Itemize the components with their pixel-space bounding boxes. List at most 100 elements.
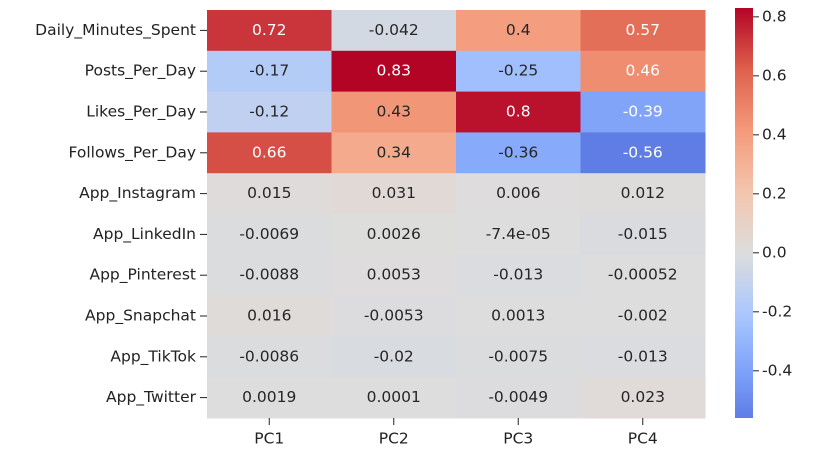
heatmap-cell <box>331 91 457 133</box>
cell-label: -0.56 <box>623 143 663 161</box>
cell-label: 0.016 <box>247 307 291 325</box>
heatmap-cell <box>331 10 457 52</box>
cell-label: -0.12 <box>249 103 289 121</box>
colorbar-tick-label: 0.2 <box>762 184 787 202</box>
cell-label: -0.36 <box>498 143 538 161</box>
cell-label: -0.0053 <box>364 307 424 325</box>
heatmap-cell <box>207 132 332 174</box>
cell-label: -0.00052 <box>608 266 678 284</box>
y-tick-label: App_Instagram <box>79 184 196 203</box>
x-tick-label: PC3 <box>503 430 533 448</box>
cell-label: -0.015 <box>618 225 668 243</box>
cell-label: -0.013 <box>618 347 668 365</box>
heatmap-cell <box>207 254 332 297</box>
y-tick-label: App_Twitter <box>106 388 197 407</box>
cell-label: 0.0019 <box>242 388 296 406</box>
heatmap-cell <box>207 91 332 133</box>
heatmap-cell <box>580 132 706 174</box>
cell-label: 0.0001 <box>367 388 421 406</box>
cell-label: -0.02 <box>374 347 414 365</box>
heatmap-cell <box>456 336 581 378</box>
cell-label: 0.012 <box>621 184 665 202</box>
y-tick-label: Posts_Per_Day <box>85 62 196 81</box>
heatmap-cell <box>456 132 581 174</box>
y-tick-label: App_Pinterest <box>89 266 196 285</box>
heatmap-cell <box>331 254 457 297</box>
heatmap-cell <box>207 173 332 215</box>
heatmap-cell <box>580 91 706 133</box>
heatmap-cell <box>580 214 706 256</box>
y-tick-label: Follows_Per_Day <box>68 143 196 162</box>
cell-label: 0.46 <box>625 62 660 80</box>
heatmap-cell <box>580 336 706 378</box>
cell-label: 0.66 <box>252 143 287 161</box>
colorbar-tick-label: 0.8 <box>762 7 787 25</box>
cell-label: -0.0069 <box>239 225 299 243</box>
cell-label: 0.015 <box>247 184 291 202</box>
cell-label: -0.013 <box>493 266 543 284</box>
cell-label: 0.006 <box>496 184 540 202</box>
cell-label: 0.4 <box>506 21 531 39</box>
heatmap-cell <box>580 377 706 419</box>
cell-label: 0.34 <box>376 143 411 161</box>
heatmap-cell <box>456 50 581 93</box>
y-tick-label: App_LinkedIn <box>93 225 196 244</box>
y-tick-label: Daily_Minutes_Spent <box>35 21 196 40</box>
heatmap-cell <box>456 377 581 419</box>
y-tick-label: App_Snapchat <box>85 307 196 326</box>
heatmap-cell <box>331 214 457 256</box>
heatmap-cell <box>456 91 581 133</box>
heatmap-cell <box>456 295 581 337</box>
heatmap-cell <box>331 132 457 174</box>
cell-label: 0.0026 <box>367 225 421 243</box>
cell-label: 0.8 <box>506 103 531 121</box>
colorbar-tick-label: 0.6 <box>762 66 787 84</box>
cell-label: 0.0053 <box>367 266 421 284</box>
cell-label: -0.0049 <box>488 388 548 406</box>
cell-label: -0.25 <box>498 62 538 80</box>
cell-label: 0.72 <box>252 21 287 39</box>
colorbar-tick-label: -0.2 <box>762 302 792 320</box>
cell-label: -0.0086 <box>239 347 299 365</box>
colorbar <box>735 8 753 418</box>
heatmap-cell <box>331 173 457 215</box>
cell-label: 0.83 <box>376 62 411 80</box>
heatmap-cell <box>580 295 706 337</box>
x-tick-label: PC4 <box>628 430 658 448</box>
colorbar-tick-label: 0.0 <box>762 243 787 261</box>
cell-label: 0.43 <box>376 103 411 121</box>
heatmap-cell <box>580 50 706 93</box>
heatmap-cell <box>207 377 332 419</box>
cell-label: -0.39 <box>623 103 663 121</box>
heatmap-cell <box>207 214 332 256</box>
heatmap-cell <box>456 254 581 297</box>
cell-label: 0.0013 <box>491 307 545 325</box>
x-tick-label: PC2 <box>379 430 409 448</box>
x-tick-label: PC1 <box>254 430 284 448</box>
cell-label: -0.042 <box>369 21 419 39</box>
colorbar-tick-label: -0.4 <box>762 361 792 379</box>
heatmap-cell <box>331 50 457 93</box>
heatmap-cell <box>207 50 332 93</box>
cell-label: 0.031 <box>372 184 416 202</box>
heatmap-cell <box>207 10 332 52</box>
heatmap-cell <box>456 214 581 256</box>
heatmap-cell <box>580 10 706 52</box>
cell-label: -7.4e-05 <box>486 225 551 243</box>
cell-label: -0.17 <box>249 62 289 80</box>
y-tick-label: Likes_Per_Day <box>86 103 196 122</box>
heatmap-cell <box>580 254 706 297</box>
heatmap-cell <box>331 377 457 419</box>
heatmap-cell <box>331 295 457 337</box>
cell-label: -0.002 <box>618 307 668 325</box>
cell-label: 0.57 <box>625 21 660 39</box>
colorbar-tick-label: 0.4 <box>762 125 787 143</box>
heatmap-cell <box>580 173 706 215</box>
cell-label: 0.023 <box>621 388 665 406</box>
heatmap-cell <box>456 10 581 52</box>
heatmap-cell <box>331 336 457 378</box>
cell-label: -0.0075 <box>488 347 548 365</box>
heatmap-cell <box>456 173 581 215</box>
heatmap-cell <box>207 295 332 337</box>
